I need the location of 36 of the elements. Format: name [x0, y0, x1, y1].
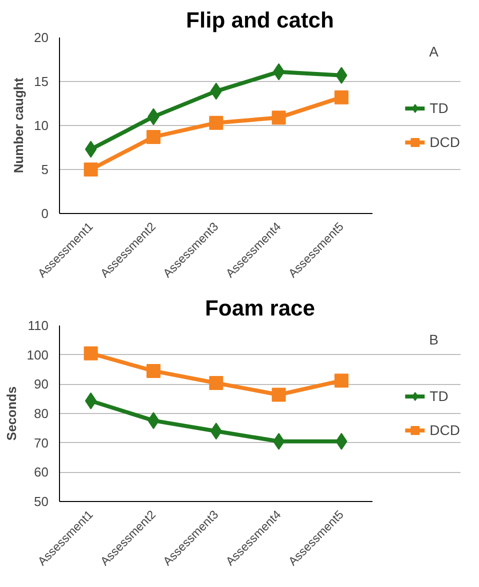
point — [209, 116, 224, 130]
y-tick-label: 10 — [34, 118, 49, 133]
point — [272, 110, 286, 125]
y-tick-label: 50 — [34, 494, 49, 509]
text: A — [429, 44, 440, 60]
legend-label: DCD — [430, 422, 460, 438]
chart-title: Foam race — [204, 296, 316, 320]
chart-title: Flip and catch — [186, 8, 334, 32]
point — [272, 388, 286, 402]
point — [84, 392, 97, 410]
point — [146, 364, 160, 378]
y-tick-label: 20 — [34, 30, 49, 45]
point — [146, 130, 160, 144]
y-tick-label: 15 — [34, 74, 49, 89]
point — [272, 432, 285, 450]
y-tick-label: 90 — [34, 376, 49, 392]
y-tick-label: 80 — [34, 406, 49, 421]
y-tick-label: 0 — [41, 206, 49, 221]
y-tick-label: 70 — [34, 435, 49, 450]
legend-label: TD — [430, 100, 450, 116]
point — [84, 140, 97, 158]
text: B — [429, 332, 439, 348]
point — [209, 376, 224, 390]
point — [84, 346, 98, 360]
point — [334, 374, 348, 388]
point — [334, 90, 348, 104]
y-axis-title: Number caught — [11, 77, 26, 174]
point — [272, 63, 285, 80]
legend-label: TD — [430, 388, 450, 404]
y-tick-label: 100 — [26, 347, 49, 362]
point — [84, 162, 98, 176]
y-axis-title: Seconds — [4, 386, 19, 441]
y-tick-label: 60 — [34, 464, 49, 480]
y-tick-label: 5 — [41, 162, 49, 177]
y-tick-label: 110 — [28, 318, 49, 333]
legend-label: DCD — [430, 134, 460, 150]
